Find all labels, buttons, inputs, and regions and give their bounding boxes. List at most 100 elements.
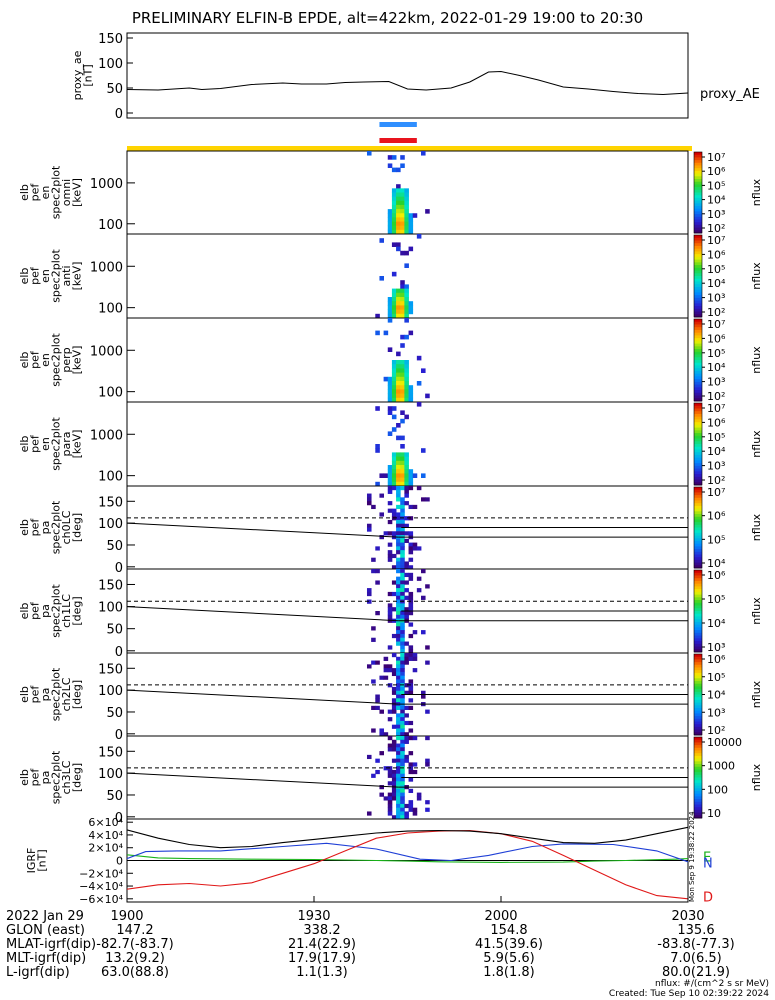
spectrogram-cell	[391, 217, 397, 222]
colorbar-segment	[694, 168, 702, 172]
loss-cone-line	[126, 522, 399, 538]
spectrogram-cell	[396, 633, 401, 639]
colorbar-segment	[694, 346, 702, 350]
spectrogram-cell	[396, 519, 401, 525]
spectrogram-cell	[396, 736, 401, 741]
spectrogram-cell	[421, 595, 426, 600]
spectrogram-cell	[404, 188, 409, 193]
ylabel-line: ch0LC	[60, 510, 73, 544]
spectrogram-cell	[396, 246, 401, 252]
spectrogram-cell	[396, 641, 401, 646]
colorbar-segment	[694, 747, 702, 751]
spectrogram-cell	[404, 501, 409, 506]
colorbar-segment	[694, 565, 702, 569]
spectrogram-cell	[396, 656, 401, 661]
colorbar-segment	[694, 643, 702, 648]
spectrogram-cell	[391, 747, 397, 752]
spectrogram-cell	[383, 732, 389, 737]
colorbar-segment	[694, 273, 702, 277]
ylabel-line: omni	[60, 179, 73, 206]
spectrogram-cell	[404, 284, 409, 289]
spectrogram-cell	[425, 584, 430, 589]
ae-ytick-label: 100	[98, 57, 123, 72]
ylabel-line: elb	[18, 184, 31, 201]
ephemeris-value: 63.0(88.8)	[101, 965, 169, 980]
pa-ytick-label: 100	[98, 517, 123, 532]
spectrogram-cell	[387, 781, 393, 786]
spectrogram-cell	[391, 305, 397, 310]
colorbar-segment	[694, 551, 702, 555]
spectrogram-cell	[416, 546, 422, 551]
spectrogram-cell	[387, 645, 393, 650]
colorbar-segment	[694, 699, 702, 704]
spectrogram-cell	[391, 473, 397, 478]
colorbar-segment	[694, 799, 702, 803]
colorbar-segment	[694, 586, 702, 590]
spectrogram-cell	[404, 493, 409, 498]
ephemeris-value: 17.9(17.9)	[288, 951, 356, 966]
spectrogram-cell	[400, 393, 405, 399]
spectrogram-cell	[391, 781, 397, 786]
spectrogram-cell	[396, 512, 401, 517]
spectrogram-cell	[396, 196, 401, 202]
spectrogram-cell	[400, 569, 405, 574]
spectrogram-cell	[404, 376, 409, 382]
spectrogram-cell	[396, 694, 401, 699]
spectrogram-cell	[421, 694, 426, 699]
spectrogram-cell	[400, 739, 405, 744]
spectrogram-cell	[391, 460, 397, 466]
spectrogram-cell	[379, 709, 385, 714]
colorbar-segment	[694, 549, 702, 553]
spectrogram-cell	[391, 512, 397, 517]
spectrogram-cell	[400, 221, 405, 227]
ephemeris-row-label: L-igrf(dip)	[6, 965, 70, 980]
spectrogram-cell	[416, 486, 422, 491]
colorbar-segment	[694, 630, 702, 634]
ylabel-line: [keV]	[70, 346, 83, 375]
spectrogram-cell	[408, 777, 414, 782]
ylabel-line: pef	[28, 434, 41, 453]
ylabel-line: elb	[18, 519, 31, 536]
ylabel-line: en	[39, 269, 52, 283]
ylabel-line: pef	[28, 685, 41, 704]
spectrogram-cell	[404, 217, 409, 222]
spectrogram-cell	[387, 225, 393, 231]
spectrogram-cell	[391, 301, 397, 306]
colorbar-segment	[694, 742, 702, 746]
colorbar-segment	[694, 281, 702, 285]
colorbar-segment	[694, 489, 702, 493]
colorbar-segment	[694, 468, 702, 472]
spectrogram-cell	[416, 576, 422, 581]
spectrogram-cell	[387, 376, 393, 382]
pa-ytick-label: 50	[106, 706, 123, 721]
spectrogram-cell	[396, 565, 401, 570]
ylabel-line: perp	[60, 347, 73, 372]
spectrogram-cell	[400, 546, 405, 551]
ae-panel-frame	[126, 32, 689, 119]
spectrogram-cell	[400, 527, 405, 532]
ylabel-line: pa	[39, 771, 52, 785]
colorbar-frame	[693, 234, 703, 318]
spectrogram-cell	[387, 614, 393, 620]
spectrogram-cell	[400, 788, 405, 793]
ylabel-line: [deg]	[70, 513, 83, 542]
spectrogram-cell	[375, 769, 380, 775]
loss-cone-line	[126, 772, 399, 788]
spectrogram-cell	[396, 200, 401, 206]
spectrogram-cell	[371, 773, 376, 778]
colorbar-segment	[694, 332, 702, 336]
colorbar-tick-label: 10⁴	[707, 277, 726, 290]
colorbar-segment	[694, 807, 702, 811]
spectrogram-cell	[425, 807, 430, 812]
colorbar-frame	[693, 402, 703, 486]
spectrogram-cell	[404, 360, 409, 365]
colorbar-segment	[694, 206, 702, 210]
colorbar-segment	[694, 405, 702, 409]
spectrogram-cell	[400, 641, 405, 646]
spectrogram-cell	[396, 381, 401, 386]
colorbar-segment	[694, 162, 702, 166]
